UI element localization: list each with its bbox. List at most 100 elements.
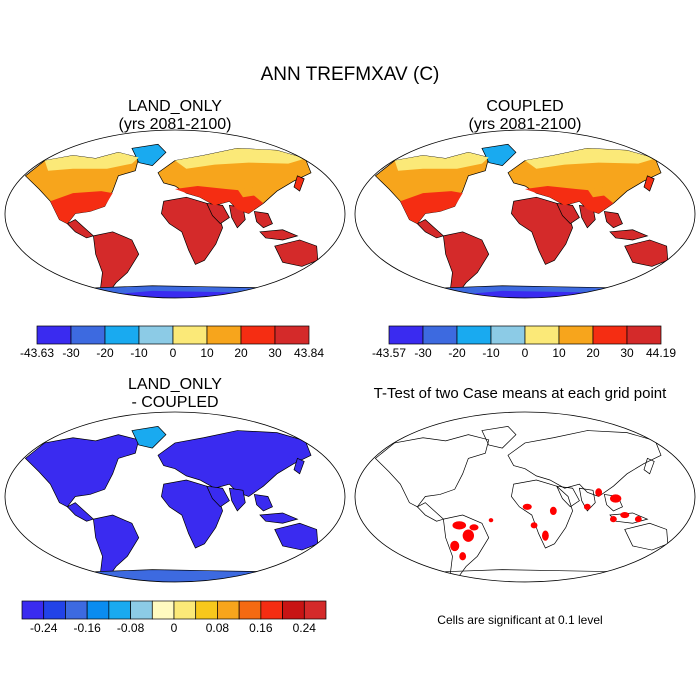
map-border [354, 411, 696, 583]
colorbar-diff-label: 0.24 [293, 621, 317, 635]
land-indonesia [260, 513, 297, 523]
land-arabia [557, 203, 580, 223]
map-ocean [355, 412, 695, 582]
colorbar-diff-label: -0.24 [30, 621, 58, 635]
panel-title-land-only: LAND_ONLY (yrs 2081-2100) [45, 98, 305, 134]
map-border [354, 129, 696, 299]
colorbar-coupled-swatch [490, 325, 526, 345]
colorbar-diff: -0.24 -0.16 -0.08 0 0.08 0.16 0.24 [21, 600, 327, 635]
colorbar-land-only: -43.63 -30 -20 -10 0 10 20 30 43.84 [20, 325, 324, 360]
map-border [4, 411, 346, 583]
colorbar-diff-swatch [260, 600, 283, 620]
tibet-cold-spot [237, 187, 257, 198]
colorbar-diff-swatch [108, 600, 131, 620]
land-arabia [557, 486, 580, 507]
colorbar-land-only-label: -10 [130, 346, 148, 360]
panel-title-ttest: T-Test of two Case means at each grid po… [373, 385, 667, 402]
significant-cell [459, 552, 467, 561]
colorbar-diff-swatch [238, 600, 262, 620]
land-antarctica [50, 570, 316, 582]
colorbar-diff-swatch [151, 600, 175, 620]
colorbar-land-only-swatch [36, 325, 72, 345]
colorbar-coupled-label: -20 [448, 346, 466, 360]
land-indonesia [610, 230, 647, 240]
colorbar-diff-swatch [21, 600, 45, 620]
panel-title-diff: LAND_ONLY - COUPLED [45, 376, 305, 412]
map-land_only [4, 129, 346, 299]
panel-title-coupled-line2: (yrs 2081-2100) [468, 116, 582, 133]
colorbar-coupled-swatch [626, 325, 662, 345]
panel-title-coupled: COUPLED (yrs 2081-2100) [395, 98, 655, 134]
colorbar-coupled-label: -10 [482, 346, 500, 360]
panel-title-land-only-line2: (yrs 2081-2100) [118, 116, 232, 133]
colorbar-land-only-label: 10 [200, 346, 214, 360]
map-coupled [354, 129, 696, 299]
land-northAmerica [375, 435, 488, 507]
colorbar-coupled-swatch [456, 325, 492, 345]
land-japan [644, 176, 654, 191]
significant-cell [469, 524, 479, 531]
colorbar-land-only-swatch [274, 325, 310, 345]
land-southAmerica [93, 515, 138, 579]
map-border [4, 129, 346, 299]
colorbar-diff-swatch [303, 600, 327, 620]
map-ttest [354, 411, 696, 583]
land-seAsia [254, 211, 272, 227]
colorbar-coupled-label: 10 [552, 346, 566, 360]
land-northAmerica [25, 435, 138, 507]
map-land-group [375, 426, 667, 582]
colorbar-land-only-swatch [206, 325, 242, 345]
colorbar-diff-swatch [65, 600, 88, 620]
colorbar-diff-label: 0.08 [206, 621, 230, 635]
colorbar-coupled-swatch [422, 325, 458, 345]
colorbar-land-only-swatch [138, 325, 174, 345]
colorbar-coupled-swatch [388, 325, 424, 345]
colorbar-land-only-swatch [240, 325, 276, 345]
land-greenland [482, 426, 516, 448]
panel-title-land-only-line1: LAND_ONLY [128, 98, 222, 115]
map-land-layer [375, 144, 667, 298]
land-japan [294, 458, 304, 473]
cool-band-eurasia [175, 148, 306, 169]
map-land-group [375, 144, 667, 298]
colorbar-coupled-label: 0 [522, 346, 529, 360]
cool-band-north-america [44, 152, 139, 171]
colorbar-coupled-swatch [524, 325, 560, 345]
significant-cell [530, 522, 538, 529]
cool-band-north-america [394, 152, 489, 171]
colorbar-diff-swatch [217, 600, 240, 620]
land-india [579, 488, 595, 511]
colorbar-diff-label: 0.16 [249, 621, 273, 635]
colorbar-land-only-label: 30 [268, 346, 282, 360]
warm-band-north-america [400, 191, 463, 224]
colorbar-land-only-label: -20 [96, 346, 114, 360]
significant-cell [488, 518, 494, 523]
panel-title-coupled-line1: COUPLED [486, 98, 564, 115]
colorbar-diff-swatch [195, 600, 218, 620]
colorbar-land-only-label: -30 [62, 346, 80, 360]
map-diff [4, 411, 346, 583]
land-seAsia [604, 211, 622, 227]
significant-cell [595, 488, 603, 497]
colorbar-coupled-swatch [592, 325, 628, 345]
land-southAmerica [443, 515, 488, 579]
colorbar-land-only-label: 20 [234, 346, 248, 360]
colorbar-diff-swatch [86, 600, 110, 620]
land-southAmerica [443, 232, 488, 295]
colorbar-land-only-swatch [172, 325, 208, 345]
colorbar-coupled: -43.57 -30 -20 -10 0 10 20 30 44.19 [372, 325, 676, 360]
significant-cell [542, 530, 549, 541]
colorbar-diff-swatch [130, 600, 153, 620]
colorbar-coupled-swatch [558, 325, 594, 345]
significant-cell [610, 494, 622, 503]
colorbar-diff-swatch [173, 600, 197, 620]
panel-title-diff-line1: LAND_ONLY [128, 376, 222, 393]
colorbar-coupled-label: 44.19 [646, 346, 676, 360]
map-land-layer [375, 426, 667, 582]
significant-cell [462, 529, 474, 542]
land-southAmerica [93, 232, 138, 295]
colorbar-coupled-label: 20 [586, 346, 600, 360]
significant-cell [634, 516, 642, 523]
land-arabia [207, 486, 230, 507]
